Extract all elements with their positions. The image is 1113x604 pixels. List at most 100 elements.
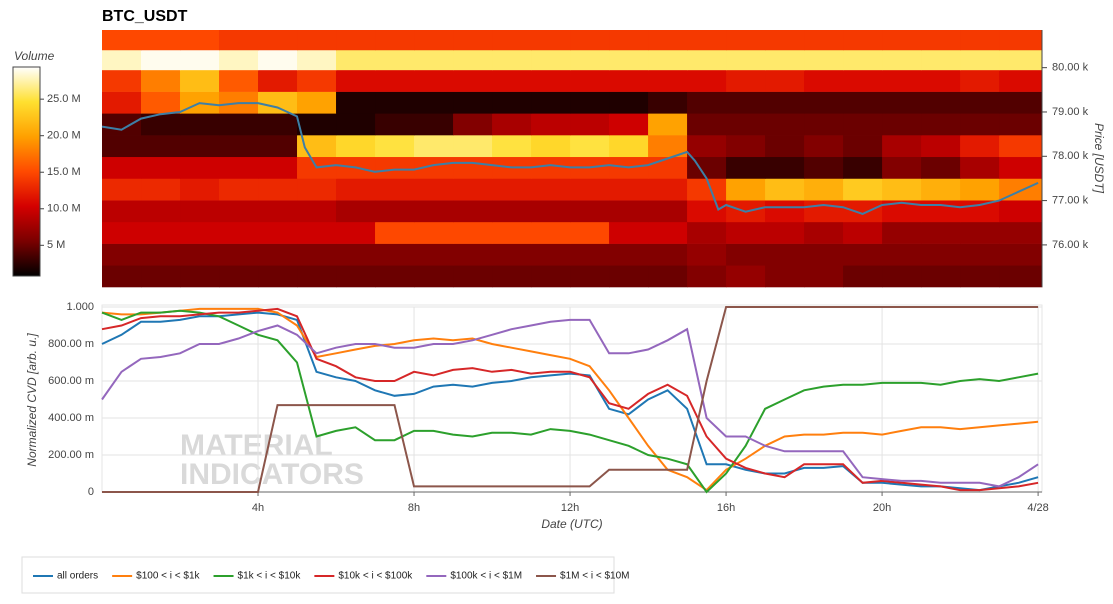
heat-cell [804, 135, 844, 158]
heat-cell [453, 69, 493, 92]
heat-cell [648, 113, 688, 136]
heat-cell [921, 69, 961, 92]
heat-cell [609, 243, 649, 266]
heat-cell [999, 200, 1043, 223]
y-tick-label: 800.00 m [48, 338, 94, 350]
heat-cell [531, 30, 571, 51]
heat-cell [804, 156, 844, 179]
heat-cell [141, 135, 181, 158]
heat-cell [453, 178, 493, 201]
heat-cell [531, 156, 571, 179]
plot-area [101, 304, 1043, 493]
heat-cell [414, 49, 454, 71]
heat-cell [180, 135, 220, 158]
heat-cell [492, 221, 532, 244]
legend-label: $100 < i < $1k [136, 571, 200, 582]
heat-cell [414, 265, 454, 288]
heat-cell [882, 156, 922, 179]
heat-cell [180, 49, 220, 71]
heat-cell [843, 265, 883, 288]
heat-cell [141, 178, 181, 201]
heat-cell [531, 91, 571, 114]
heat-cell [726, 265, 766, 288]
heat-cell [141, 91, 181, 114]
heat-cell [102, 221, 142, 244]
heat-cell [687, 135, 727, 158]
heat-cell [921, 243, 961, 266]
heat-cell [960, 30, 1000, 51]
heat-cell [804, 91, 844, 114]
heat-cell [375, 69, 415, 92]
heat-cell [102, 135, 142, 158]
series-line [101, 311, 1039, 492]
heat-cell [141, 49, 181, 71]
heat-cell [921, 49, 961, 71]
heat-cell [102, 113, 142, 136]
heat-cell [765, 135, 805, 158]
heat-cell [648, 221, 688, 244]
heat-cell [336, 113, 376, 136]
y2-tick-label: 76.00 k [1052, 239, 1089, 251]
heat-cell [492, 49, 532, 71]
heat-cell [531, 178, 571, 201]
heat-cell [921, 178, 961, 201]
heat-cell [258, 91, 298, 114]
heat-cell [609, 91, 649, 114]
heat-cell [765, 30, 805, 51]
heat-cell [219, 265, 259, 288]
heat-cell [570, 221, 610, 244]
heat-cell [687, 221, 727, 244]
heat-cell [375, 113, 415, 136]
heat-cell [336, 135, 376, 158]
heat-cell [765, 113, 805, 136]
heat-cell [102, 49, 142, 71]
heat-cell [219, 243, 259, 266]
y2-tick-label: 78.00 k [1052, 150, 1089, 162]
heat-cell [453, 221, 493, 244]
heat-cell [804, 200, 844, 223]
heat-cell [219, 178, 259, 201]
heat-cell [297, 113, 337, 136]
heat-cell [999, 91, 1043, 114]
y2-tick-label: 79.00 k [1052, 106, 1089, 118]
heat-cell [687, 178, 727, 201]
colorbar-tick-label: 15.0 M [47, 166, 81, 178]
heat-cell [141, 30, 181, 51]
series-line [101, 307, 1039, 492]
heat-cell [609, 135, 649, 158]
y-tick-label: 1.000 [66, 301, 94, 313]
heat-cell [648, 265, 688, 288]
heat-cell [999, 113, 1043, 136]
heat-cell [960, 243, 1000, 266]
heat-cell [609, 178, 649, 201]
heat-cell [375, 30, 415, 51]
x-tick-label: 12h [561, 502, 579, 514]
heat-cell [765, 91, 805, 114]
heat-cell [570, 243, 610, 266]
heat-cell [882, 113, 922, 136]
y2-axis-title: Price [USDT] [1092, 123, 1106, 194]
heat-cell [999, 221, 1043, 244]
series-line [101, 307, 1039, 492]
heat-cell [960, 265, 1000, 288]
watermark: INDICATORS [180, 458, 364, 491]
heat-cell [531, 221, 571, 244]
heat-cell [531, 49, 571, 71]
heat-cell [297, 221, 337, 244]
heat-cell [843, 178, 883, 201]
heat-cell [648, 30, 688, 51]
heat-cell [414, 221, 454, 244]
heat-cell [726, 156, 766, 179]
heat-cell [336, 200, 376, 223]
heat-cell [960, 49, 1000, 71]
heat-cell [843, 30, 883, 51]
heat-cell [453, 113, 493, 136]
heat-cell [180, 156, 220, 179]
heat-cell [570, 113, 610, 136]
heat-cell [258, 30, 298, 51]
heat-cell [141, 200, 181, 223]
heat-cell [843, 113, 883, 136]
heat-cell [492, 30, 532, 51]
heat-cell [102, 30, 142, 51]
heat-cell [102, 69, 142, 92]
